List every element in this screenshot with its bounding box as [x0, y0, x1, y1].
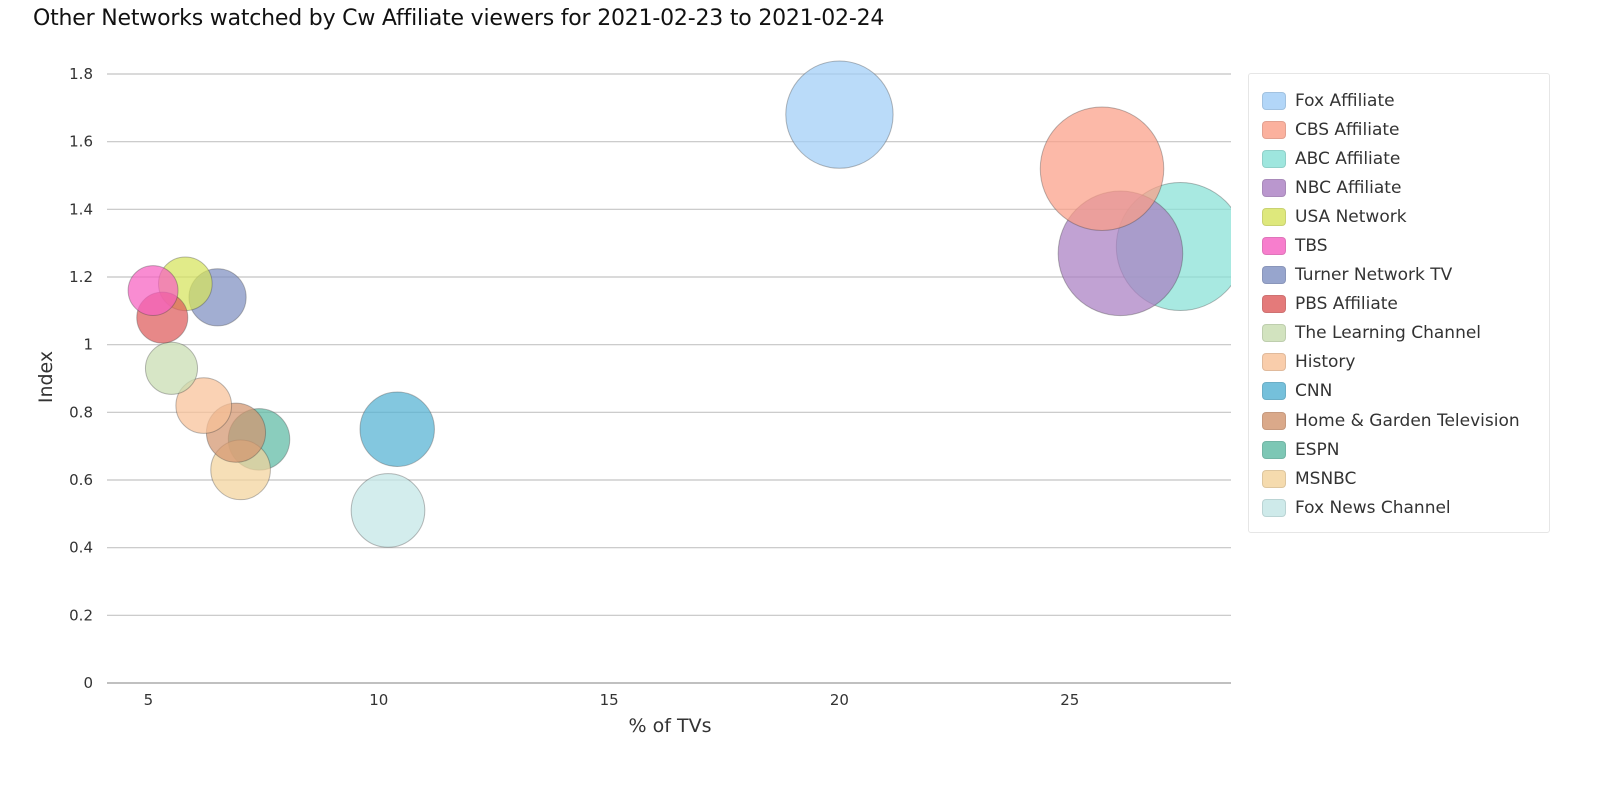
- legend-label: CBS Affiliate: [1295, 119, 1400, 140]
- legend-item[interactable]: Fox Affiliate: [1262, 86, 1549, 115]
- legend-label: CNN: [1295, 381, 1333, 402]
- legend-label: ESPN: [1295, 439, 1340, 460]
- x-tick-label: 15: [600, 691, 619, 709]
- legend-item[interactable]: TBS: [1262, 231, 1549, 260]
- x-axis-title: % of TVs: [629, 715, 712, 737]
- legend-swatch: [1262, 469, 1286, 488]
- legend-label: NBC Affiliate: [1295, 177, 1402, 198]
- x-tick-labels: 5 10 15 20 25: [144, 691, 1080, 709]
- bubble-chart: 0 0.2 0.4 0.6 0.8 1 1.2 1.4 1.6 1.8 5 10 15 20 25 % o…: [35, 60, 1231, 737]
- x-tick-label: 5: [144, 691, 154, 709]
- x-tick-label: 25: [1060, 691, 1079, 709]
- y-tick-label: 1.8: [69, 65, 93, 83]
- legend-swatch: [1262, 295, 1286, 314]
- y-tick-label: 0: [83, 674, 93, 692]
- bubble-cnn[interactable]: [359, 391, 435, 467]
- legend-item[interactable]: NBC Affiliate: [1262, 173, 1549, 202]
- y-tick-label: 1.4: [69, 200, 93, 218]
- legend: Fox Affiliate CBS Affiliate ABC Affiliate N…: [1248, 73, 1550, 533]
- y-tick-label: 1.6: [69, 133, 93, 151]
- legend-label: Fox News Channel: [1295, 497, 1451, 518]
- bubble-history[interactable]: [175, 377, 233, 434]
- legend-item[interactable]: Fox News Channel: [1262, 493, 1549, 522]
- bubbles: [127, 60, 1231, 548]
- legend-item[interactable]: USA Network: [1262, 202, 1549, 231]
- legend-label: Home & Garden Television: [1295, 410, 1520, 431]
- legend-label: PBS Affiliate: [1295, 294, 1398, 315]
- legend-label: ABC Affiliate: [1295, 148, 1401, 169]
- y-tick-label: 0.8: [69, 403, 93, 421]
- y-tick-label: 1: [83, 336, 93, 354]
- legend-item[interactable]: ABC Affiliate: [1262, 144, 1549, 173]
- legend-swatch: [1262, 324, 1286, 343]
- legend-item[interactable]: ESPN: [1262, 435, 1549, 464]
- legend-label: MSNBC: [1295, 468, 1357, 489]
- legend-label: TBS: [1295, 236, 1328, 257]
- bubble-tbs[interactable]: [127, 265, 179, 316]
- legend-swatch: [1262, 411, 1286, 430]
- bubble-the-learning-channel[interactable]: [144, 341, 199, 395]
- legend-item[interactable]: The Learning Channel: [1262, 319, 1549, 348]
- legend-item[interactable]: History: [1262, 348, 1549, 377]
- legend-swatch: [1262, 178, 1286, 197]
- legend-swatch: [1262, 91, 1286, 110]
- chart-title: Other Networks watched by Cw Affiliate v…: [33, 6, 885, 31]
- legend-item[interactable]: MSNBC: [1262, 464, 1549, 493]
- legend-label: Fox Affiliate: [1295, 90, 1395, 111]
- x-tick-label: 10: [369, 691, 388, 709]
- legend-swatch: [1262, 207, 1286, 226]
- legend-item[interactable]: Home & Garden Television: [1262, 406, 1549, 435]
- legend-item[interactable]: CNN: [1262, 377, 1549, 406]
- bubble-cbs-affiliate[interactable]: [1039, 106, 1165, 231]
- legend-label: USA Network: [1295, 206, 1407, 227]
- bubble-fox-affiliate[interactable]: [785, 60, 894, 169]
- legend-swatch: [1262, 120, 1286, 139]
- legend-label: Turner Network TV: [1295, 265, 1453, 286]
- legend-swatch: [1262, 237, 1286, 256]
- y-axis-title: Index: [35, 351, 57, 403]
- y-tick-label: 1.2: [69, 268, 93, 286]
- legend-swatch: [1262, 266, 1286, 285]
- legend-label: History: [1295, 352, 1356, 373]
- y-tick-label: 0.2: [69, 606, 93, 624]
- grid-lines: [107, 73, 1231, 684]
- legend-swatch: [1262, 498, 1286, 517]
- legend-label: The Learning Channel: [1295, 323, 1482, 344]
- x-tick-label: 20: [830, 691, 849, 709]
- legend-swatch: [1262, 149, 1286, 168]
- bubble-fox-news-channel[interactable]: [350, 473, 426, 548]
- legend-item[interactable]: PBS Affiliate: [1262, 290, 1549, 319]
- legend-item[interactable]: CBS Affiliate: [1262, 115, 1549, 144]
- y-tick-labels: 0 0.2 0.4 0.6 0.8 1 1.2 1.4 1.6 1.8: [69, 65, 93, 692]
- legend-swatch: [1262, 382, 1286, 401]
- legend-item[interactable]: Turner Network TV: [1262, 261, 1549, 290]
- legend-swatch: [1262, 440, 1286, 459]
- legend-swatch: [1262, 353, 1286, 372]
- y-tick-label: 0.6: [69, 471, 93, 489]
- y-tick-label: 0.4: [69, 539, 93, 557]
